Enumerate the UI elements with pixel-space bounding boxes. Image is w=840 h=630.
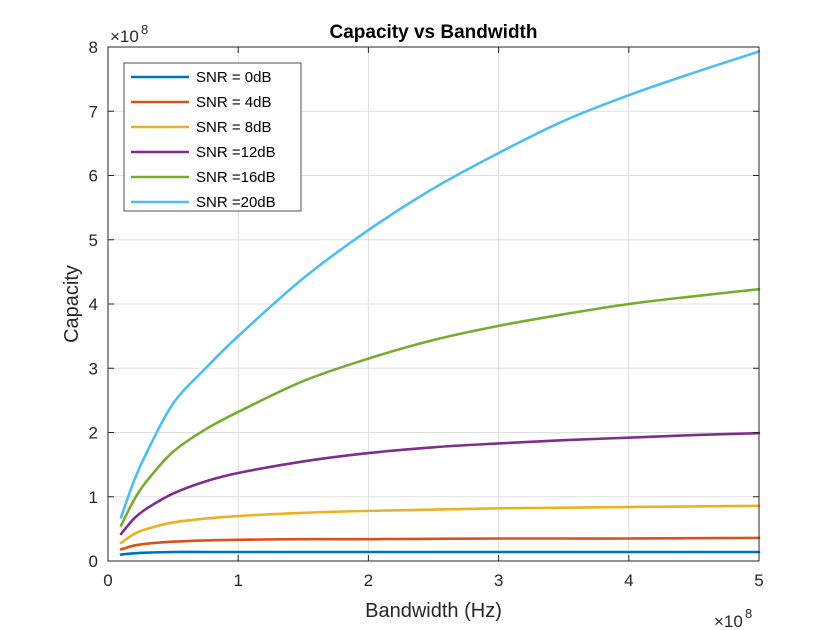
x-tick-label: 0 bbox=[103, 571, 112, 590]
legend-label-5: SNR =20dB bbox=[196, 194, 276, 211]
legend: SNR = 0dB SNR = 4dB SNR = 8dB SNR =12dB SNR … bbox=[123, 62, 302, 212]
x-axis-exponent: ×10 8 bbox=[714, 606, 752, 630]
series-line-2 bbox=[119, 504, 761, 545]
legend-items: SNR = 0dB SNR = 4dB SNR = 8dB SNR =12dB SNR … bbox=[131, 69, 276, 211]
series-lines bbox=[119, 50, 761, 556]
series-line-4 bbox=[119, 287, 761, 527]
x-tick-label: 3 bbox=[494, 571, 503, 590]
series-line-5 bbox=[119, 50, 761, 519]
chart-title: Capacity vs Bandwidth bbox=[330, 22, 538, 43]
legend-label-1: SNR = 4dB bbox=[196, 94, 271, 111]
y-tick-label: 1 bbox=[89, 488, 98, 507]
y-tick-label: 3 bbox=[89, 359, 98, 378]
x-exponent-power: 8 bbox=[745, 606, 752, 621]
y-tick-label: 4 bbox=[89, 295, 98, 314]
x-tick-label: 1 bbox=[233, 571, 242, 590]
y-exponent-power: 8 bbox=[141, 22, 148, 37]
series-line-3 bbox=[119, 431, 761, 536]
x-tick-label: 5 bbox=[754, 571, 763, 590]
y-exponent-base: ×10 bbox=[110, 27, 139, 46]
x-tick-label: 2 bbox=[364, 571, 373, 590]
y-axis-exponent: ×10 8 bbox=[110, 22, 148, 46]
legend-label-3: SNR =12dB bbox=[196, 144, 276, 161]
legend-label-0: SNR = 0dB bbox=[196, 69, 271, 86]
legend-box bbox=[123, 62, 302, 212]
x-axis-label: Bandwidth (Hz) bbox=[365, 600, 502, 622]
y-tick-label: 6 bbox=[89, 167, 98, 186]
y-tick-label: 7 bbox=[89, 102, 98, 121]
x-tick-label: 4 bbox=[624, 571, 633, 590]
x-exponent-base: ×10 bbox=[714, 612, 743, 630]
legend-label-4: SNR =16dB bbox=[196, 169, 276, 186]
y-tick-label: 8 bbox=[89, 38, 98, 57]
legend-label-2: SNR = 8dB bbox=[196, 119, 271, 136]
y-tick-label: 0 bbox=[89, 552, 98, 571]
axis-ticks: 0 1 2 3 4 5 0 1 2 3 4 5 6 7 8 bbox=[89, 38, 764, 590]
series-line-1 bbox=[119, 536, 761, 551]
y-axis-label: Capacity bbox=[61, 265, 83, 343]
y-tick-label: 5 bbox=[89, 231, 98, 250]
series-line-0 bbox=[119, 550, 761, 556]
y-tick-label: 2 bbox=[89, 424, 98, 443]
